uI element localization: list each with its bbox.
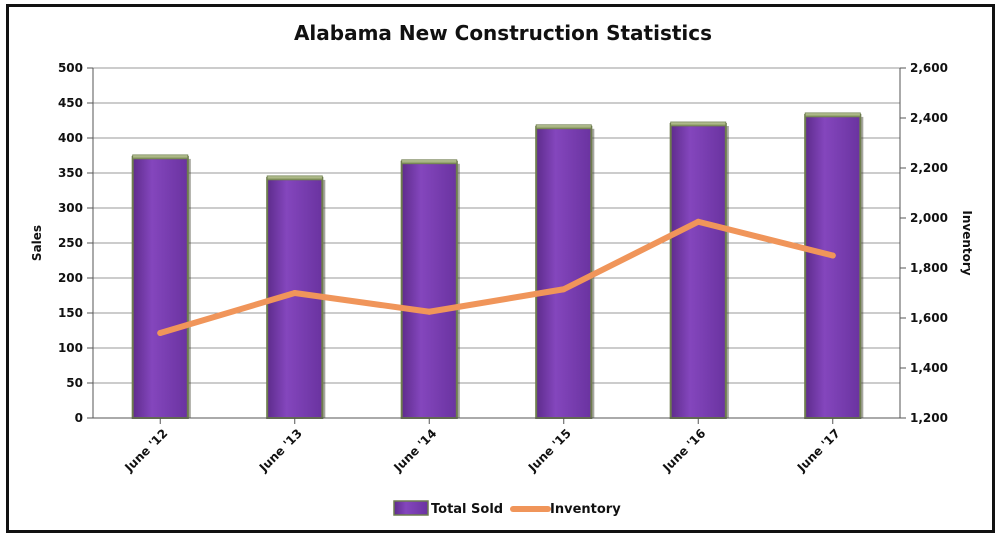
bar [804,113,862,420]
bar-cap [266,175,323,181]
legend-label-inventory: Inventory [550,502,621,517]
left-tick-label: 200 [58,271,83,285]
left-tick-label: 500 [58,61,83,75]
bar-cap [535,124,592,130]
bar-cap [132,154,189,160]
left-axis-ticks: 0 50 100 150 200 250 300 350 400 450 500 [58,61,93,425]
bar [400,160,458,420]
bar-cap [670,121,727,127]
inventory-point [560,286,567,293]
left-tick-label: 350 [58,166,83,180]
left-tick-label: 100 [58,341,83,355]
gridlines [93,67,900,384]
x-tick-label: June '12 [121,426,170,475]
right-axis-ticks: 1,200 1,400 1,600 1,800 2,000 2,200 2,400 2,600 [900,61,948,425]
bar-cap [401,159,458,165]
right-tick-label: 2,000 [910,211,948,225]
y2-axis-title: Inventory [960,210,974,275]
chart-title: Alabama New Construction Statistics [294,21,712,45]
left-tick-label: 50 [66,376,83,390]
left-tick-label: 400 [58,131,83,145]
right-tick-label: 2,200 [910,161,948,175]
inventory-line [157,218,836,336]
x-tick-label: June '15 [525,426,574,475]
inventory-point [829,252,836,259]
x-tick-label: June '17 [794,426,843,475]
bars [131,112,864,420]
right-tick-label: 1,600 [910,311,948,325]
inventory-point [695,218,702,225]
y-axis-title: Sales [30,225,44,261]
inventory-point [291,290,298,296]
right-tick-label: 1,400 [910,361,948,375]
right-tick-label: 2,600 [910,61,948,75]
inventory-point [426,308,433,315]
left-tick-label: 450 [58,96,83,110]
left-tick-label: 300 [58,201,83,215]
x-tick-label: June '14 [390,426,439,475]
right-tick-label: 1,200 [910,411,948,425]
left-tick-label: 0 [75,411,83,425]
legend-swatch-total-sold [393,500,429,516]
bar [535,125,593,420]
legend: Total Sold Inventory [393,500,621,517]
x-tick-label: June '13 [256,426,305,475]
left-tick-label: 250 [58,236,83,250]
left-tick-label: 150 [58,306,83,320]
legend-label-total-sold: Total Sold [431,502,503,517]
right-tick-label: 2,400 [910,111,948,125]
bar [131,155,189,419]
bar-cap [804,112,861,118]
inventory-series-line [157,218,836,336]
right-tick-label: 1,800 [910,261,948,275]
bar [669,123,727,419]
inventory-point [157,330,164,336]
x-tick-label: June '16 [659,426,708,475]
x-axis-ticks: June '12 June '13 June '14 June '15 June '16… [121,418,843,475]
